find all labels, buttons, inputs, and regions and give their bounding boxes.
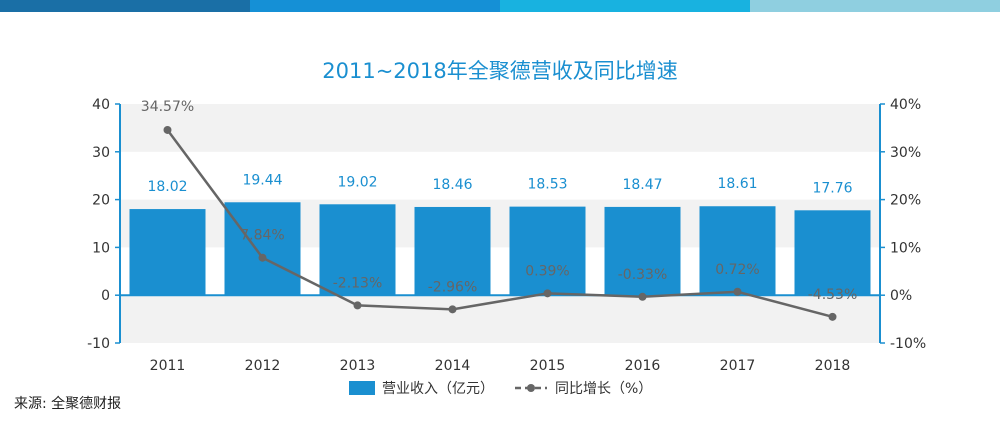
header-bar-segment-3 <box>500 0 750 12</box>
growth-value-label: 7.84% <box>240 228 284 244</box>
revenue-bar <box>319 204 396 296</box>
x-tick-label: 2015 <box>530 358 566 374</box>
growth-point <box>448 305 457 314</box>
x-tick-label: 2013 <box>340 358 376 374</box>
y2-tick-label: 0% <box>890 288 912 304</box>
y-tick-label: 10 <box>92 240 110 256</box>
growth-value-label: 0.72% <box>715 262 759 278</box>
y2-tick-label: 20% <box>890 193 921 209</box>
legend-bar-label: 营业收入（亿元） <box>382 381 494 397</box>
y-tick-label: 0 <box>101 288 110 304</box>
growth-point <box>353 301 362 310</box>
header-bar-segment-4 <box>750 0 1000 12</box>
y2-tick-label: 40% <box>890 97 921 113</box>
x-tick-label: 2012 <box>245 358 281 374</box>
growth-value-label: -0.33% <box>618 267 668 283</box>
bar-value-label: 18.53 <box>527 177 567 193</box>
x-tick-label: 2014 <box>435 358 471 374</box>
x-tick-label: 2018 <box>815 358 851 374</box>
x-tick-label: 2011 <box>150 358 186 374</box>
line-series <box>163 125 837 321</box>
axes: 40 40% 30 30% 20 20% 10 10% 0 0% -10 -10% 2011 2012 20… <box>87 97 926 374</box>
bar-value-label: 18.46 <box>432 177 472 193</box>
y-tick-label: 30 <box>92 145 110 161</box>
y-tick-label: 20 <box>92 193 110 209</box>
growth-value-label: -4.53% <box>808 287 858 303</box>
revenue-bar <box>699 206 776 296</box>
x-tick-label: 2016 <box>625 358 661 374</box>
growth-value-label: -2.96% <box>428 279 478 295</box>
legend-line-marker <box>527 384 535 392</box>
growth-point <box>258 253 267 262</box>
y2-tick-label: 10% <box>890 240 921 256</box>
data-labels: 18.02 19.44 19.02 18.46 18.53 18.47 18.61 17.76… <box>141 99 857 303</box>
plot-band <box>120 295 880 343</box>
header-bar-segment-2 <box>250 0 500 12</box>
legend-line-label: 同比增长（%） <box>555 381 652 397</box>
growth-value-label: 0.39% <box>525 263 569 279</box>
bar-value-label: 18.61 <box>717 176 757 192</box>
growth-value-label: 34.57% <box>141 99 194 115</box>
bar-series <box>129 202 871 296</box>
plot-band <box>120 151 880 200</box>
growth-value-label: -2.13% <box>333 275 383 291</box>
bar-value-label: 17.76 <box>812 180 852 196</box>
legend-bar-swatch <box>349 381 375 395</box>
y-tick-label: 40 <box>92 97 110 113</box>
growth-point <box>638 292 647 301</box>
growth-point <box>163 125 172 134</box>
bar-value-label: 19.44 <box>242 172 282 188</box>
y2-tick-label: -10% <box>890 336 926 352</box>
bar-value-label: 19.02 <box>337 174 377 190</box>
y2-tick-label: 30% <box>890 145 921 161</box>
chart-title: 2011~2018年全聚德营收及同比增速 <box>322 59 677 83</box>
x-tick-label: 2017 <box>720 358 756 374</box>
revenue-bar <box>794 210 871 296</box>
plot-band <box>120 104 880 152</box>
legend: 营业收入（亿元） 同比增长（%） <box>349 381 652 397</box>
revenue-bar <box>604 206 681 296</box>
growth-point <box>828 312 837 321</box>
header-color-bar <box>0 0 1000 12</box>
revenue-bar <box>414 206 491 296</box>
bar-value-label: 18.02 <box>147 179 187 195</box>
growth-point <box>543 289 552 298</box>
revenue-bar <box>129 209 206 296</box>
header-bar-segment-1 <box>0 0 250 12</box>
growth-point <box>733 287 742 296</box>
bar-value-label: 18.47 <box>622 177 662 193</box>
source-note: 来源: 全聚德财报 <box>14 395 121 412</box>
y-tick-label: -10 <box>87 336 110 352</box>
growth-line <box>166 129 833 319</box>
revenue-bar <box>509 206 586 296</box>
revenue-bar <box>224 202 301 296</box>
